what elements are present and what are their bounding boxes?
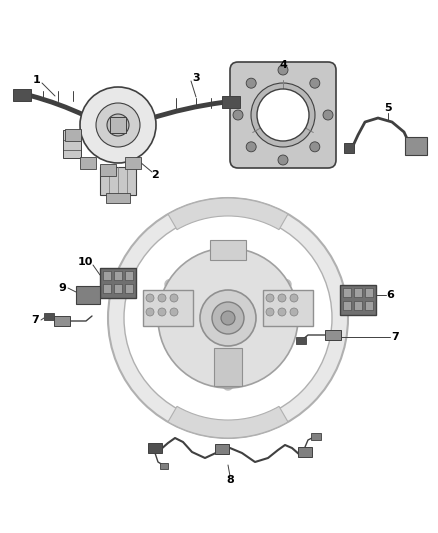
FancyBboxPatch shape — [160, 463, 168, 469]
FancyBboxPatch shape — [103, 284, 111, 293]
FancyBboxPatch shape — [214, 348, 242, 386]
FancyBboxPatch shape — [215, 444, 229, 454]
FancyBboxPatch shape — [230, 62, 336, 168]
Circle shape — [278, 155, 288, 165]
Circle shape — [170, 308, 178, 316]
Text: 2: 2 — [151, 170, 159, 180]
Text: 7: 7 — [391, 332, 399, 342]
FancyBboxPatch shape — [365, 288, 373, 297]
Text: 7: 7 — [31, 315, 39, 325]
FancyBboxPatch shape — [80, 157, 96, 169]
Circle shape — [158, 248, 298, 388]
FancyBboxPatch shape — [103, 271, 111, 280]
FancyBboxPatch shape — [340, 285, 376, 315]
Wedge shape — [168, 198, 288, 230]
Circle shape — [96, 103, 140, 147]
FancyBboxPatch shape — [222, 96, 240, 108]
Circle shape — [278, 65, 288, 75]
Text: 8: 8 — [226, 475, 234, 485]
FancyBboxPatch shape — [343, 288, 351, 297]
FancyBboxPatch shape — [114, 271, 122, 280]
Text: 9: 9 — [58, 283, 66, 293]
Text: 4: 4 — [279, 60, 287, 70]
FancyBboxPatch shape — [263, 290, 313, 326]
Circle shape — [251, 83, 315, 147]
FancyBboxPatch shape — [125, 157, 141, 169]
FancyBboxPatch shape — [44, 313, 54, 320]
FancyBboxPatch shape — [344, 143, 354, 153]
Circle shape — [246, 142, 256, 152]
Circle shape — [158, 308, 166, 316]
FancyBboxPatch shape — [210, 240, 246, 260]
Circle shape — [124, 214, 332, 422]
FancyBboxPatch shape — [325, 330, 341, 340]
Circle shape — [233, 110, 243, 120]
Circle shape — [200, 290, 256, 346]
Text: 10: 10 — [78, 257, 93, 267]
FancyBboxPatch shape — [114, 284, 122, 293]
Circle shape — [323, 110, 333, 120]
Circle shape — [212, 302, 244, 334]
FancyBboxPatch shape — [354, 288, 362, 297]
FancyBboxPatch shape — [106, 193, 130, 203]
Circle shape — [266, 308, 274, 316]
Circle shape — [107, 114, 129, 136]
FancyBboxPatch shape — [100, 268, 136, 298]
FancyBboxPatch shape — [76, 286, 100, 304]
Circle shape — [170, 294, 178, 302]
Circle shape — [246, 78, 256, 88]
Circle shape — [310, 142, 320, 152]
FancyBboxPatch shape — [296, 337, 306, 344]
FancyBboxPatch shape — [365, 301, 373, 310]
Circle shape — [266, 294, 274, 302]
Circle shape — [310, 78, 320, 88]
Circle shape — [80, 87, 156, 163]
FancyBboxPatch shape — [63, 130, 81, 158]
FancyBboxPatch shape — [143, 290, 193, 326]
Text: 5: 5 — [384, 103, 392, 113]
FancyBboxPatch shape — [54, 316, 70, 326]
FancyBboxPatch shape — [405, 137, 427, 155]
Circle shape — [278, 308, 286, 316]
FancyBboxPatch shape — [65, 129, 81, 141]
Circle shape — [278, 294, 286, 302]
FancyBboxPatch shape — [110, 117, 126, 133]
FancyBboxPatch shape — [125, 284, 133, 293]
FancyBboxPatch shape — [343, 301, 351, 310]
Wedge shape — [168, 406, 288, 438]
Circle shape — [146, 294, 154, 302]
Circle shape — [257, 89, 309, 141]
FancyBboxPatch shape — [13, 89, 31, 101]
Circle shape — [146, 308, 154, 316]
Text: 6: 6 — [386, 290, 394, 300]
FancyBboxPatch shape — [311, 433, 321, 440]
Text: 1: 1 — [33, 75, 41, 85]
Circle shape — [290, 294, 298, 302]
Circle shape — [221, 311, 235, 325]
FancyBboxPatch shape — [298, 447, 312, 457]
FancyBboxPatch shape — [100, 164, 116, 176]
Circle shape — [290, 308, 298, 316]
Circle shape — [108, 198, 348, 438]
Circle shape — [158, 294, 166, 302]
Text: 3: 3 — [192, 73, 200, 83]
FancyBboxPatch shape — [100, 167, 136, 195]
FancyBboxPatch shape — [148, 443, 162, 453]
FancyBboxPatch shape — [354, 301, 362, 310]
FancyBboxPatch shape — [125, 271, 133, 280]
